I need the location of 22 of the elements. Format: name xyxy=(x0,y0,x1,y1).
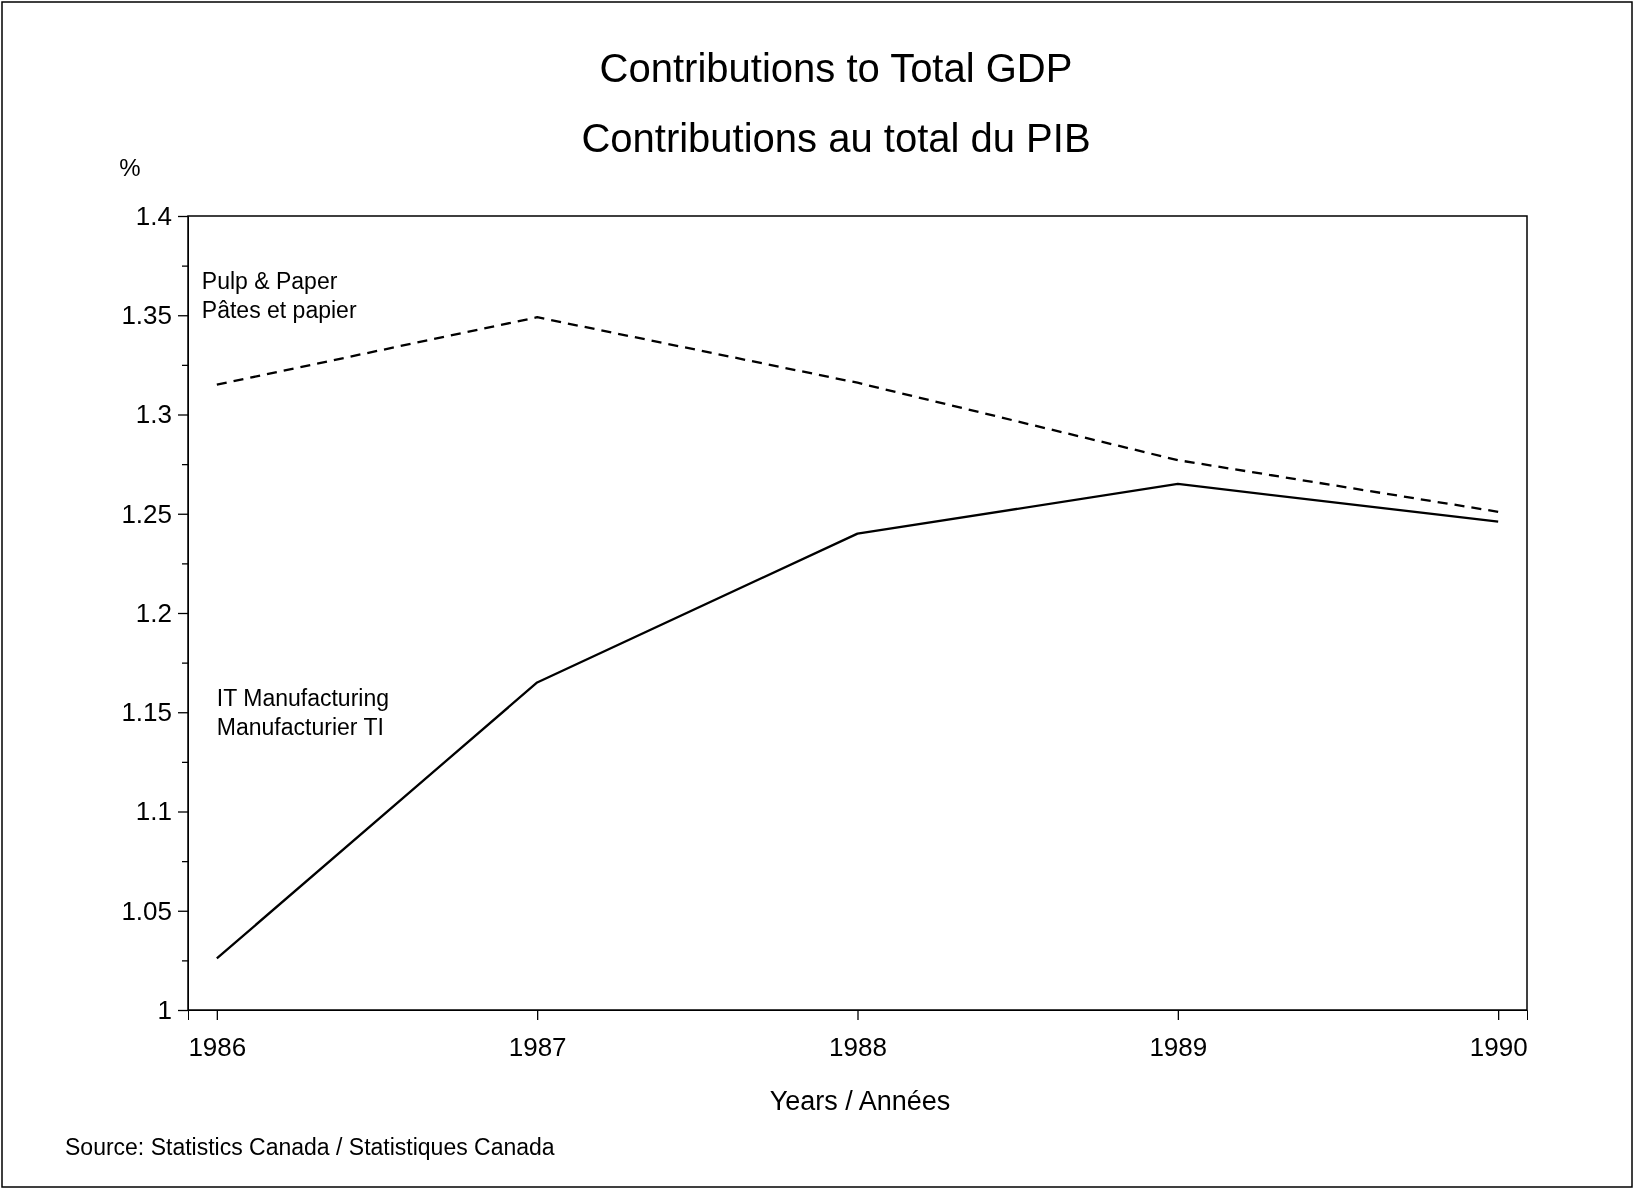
y-tick-label: 1.05 xyxy=(121,895,172,926)
text: IT Manufacturing Manufacturier TI xyxy=(216,685,389,741)
x-tick-label: 1986 xyxy=(188,1032,247,1063)
x-tick-label: 1988 xyxy=(829,1032,887,1063)
y-tick-label: 1.15 xyxy=(121,697,172,728)
x-axis-title: Years / Années xyxy=(769,1086,951,1116)
y-tick-label: 1.35 xyxy=(121,300,172,331)
x-tick-label: 1990 xyxy=(1469,1032,1528,1063)
y-tick-label: 1 xyxy=(157,994,172,1025)
y-tick-label: 1.25 xyxy=(121,498,172,529)
y-axis-title: % xyxy=(119,154,141,181)
x-tick-label: 1987 xyxy=(508,1032,567,1063)
line-series xyxy=(215,482,1500,960)
y-tick-label: 1.1 xyxy=(135,796,172,827)
y-tick-label: 1.4 xyxy=(135,200,172,231)
y-tick-label: 1.2 xyxy=(135,597,172,628)
source-note: Source: Statistics Canada / Statistiques Canada xyxy=(65,1134,555,1160)
chart-title: Contributions to Total GDP xyxy=(599,46,1073,90)
series-label: Pulp & Paper Pâtes et papier xyxy=(201,267,357,323)
x-tick-label: 1989 xyxy=(1149,1032,1208,1063)
chart-subtitle: Contributions au total du PIB xyxy=(581,116,1091,160)
y-tick-label: 1.3 xyxy=(135,399,172,430)
